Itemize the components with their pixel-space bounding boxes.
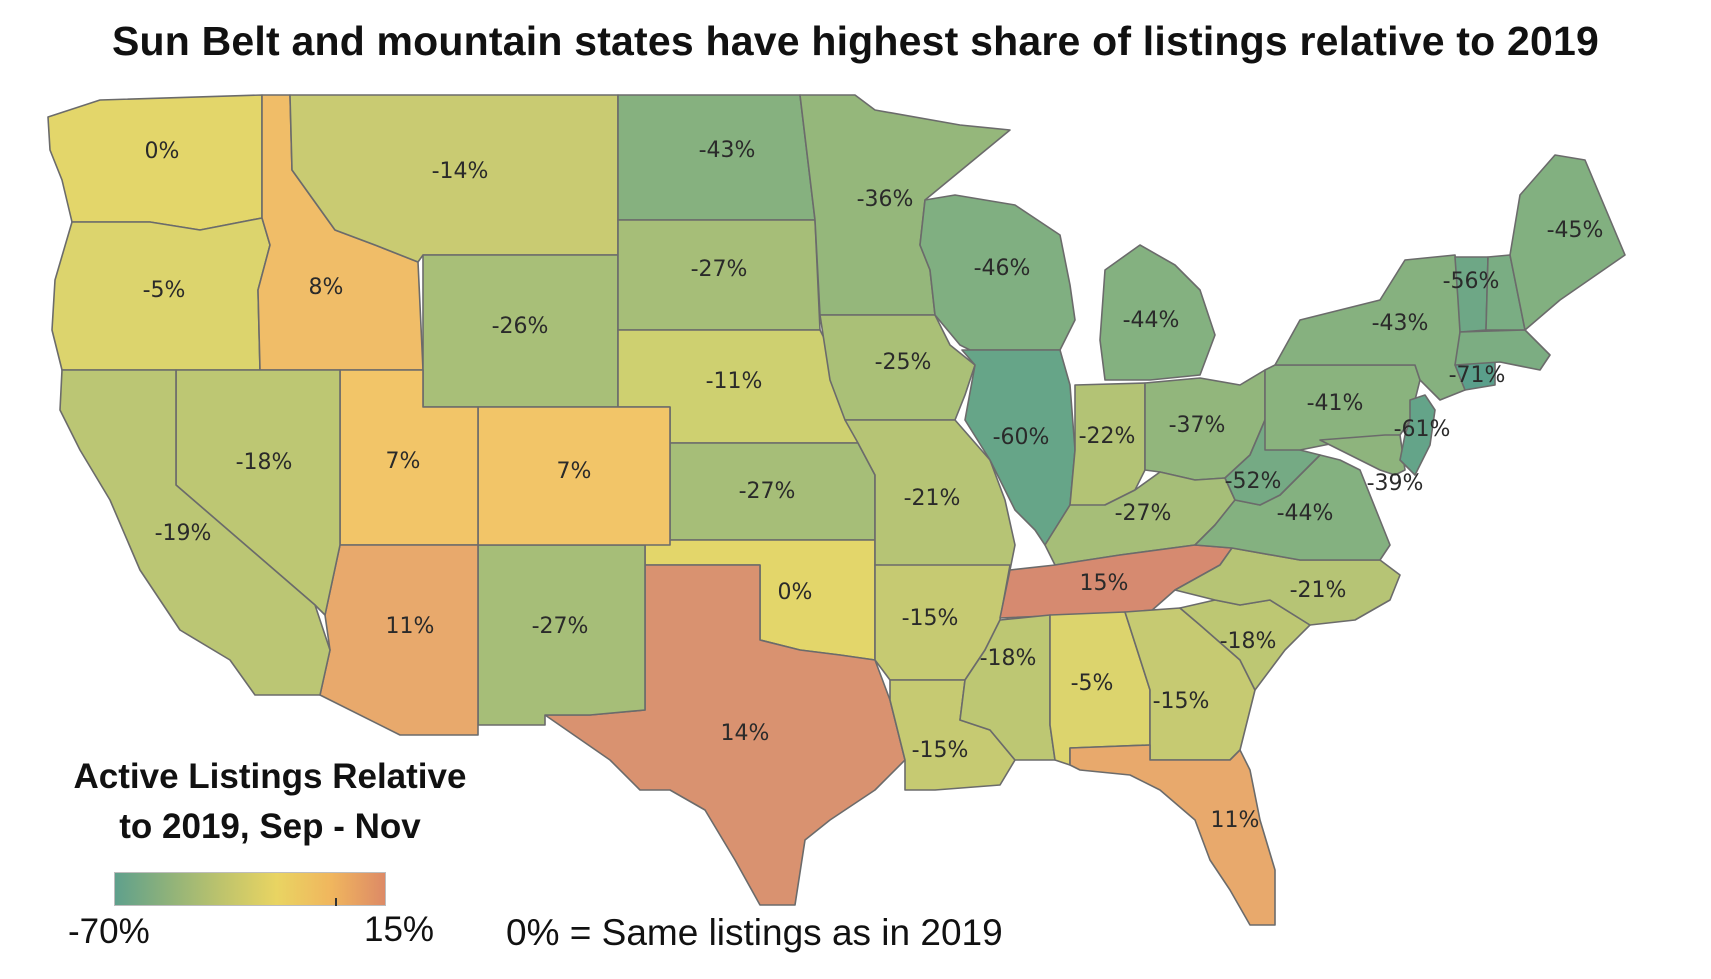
- state-ia: [819, 314, 976, 421]
- state-label-nj: -61%: [1394, 417, 1451, 442]
- state-label-ny: -43%: [1372, 311, 1429, 336]
- state-label-ks: -27%: [739, 479, 796, 504]
- state-label-ut: 7%: [386, 449, 421, 474]
- legend-zero-tick: [335, 898, 337, 906]
- state-md: [1319, 434, 1406, 476]
- state-label-wa: 0%: [145, 139, 180, 164]
- state-nm: [477, 544, 646, 726]
- labels-layer: 0% -5% 8% -14% -26% -43% -27% -11% -27% 0% 14% -27%…: [143, 138, 1604, 833]
- state-label-ne: -11%: [706, 369, 763, 394]
- state-label-in: -22%: [1079, 424, 1136, 449]
- state-label-pa: -41%: [1307, 391, 1364, 416]
- legend-note: 0% = Same listings as in 2019: [506, 912, 1003, 953]
- state-label-tx: 14%: [721, 721, 770, 746]
- state-label-la: -15%: [912, 738, 969, 763]
- state-label-co: 7%: [557, 459, 592, 484]
- state-label-tn: 15%: [1080, 571, 1129, 596]
- state-label-ar: -15%: [902, 606, 959, 631]
- state-label-id: 8%: [309, 275, 344, 300]
- states-layer: [47, 94, 1626, 926]
- state-label-ms: -18%: [980, 646, 1037, 671]
- state-label-wi: -46%: [974, 256, 1031, 281]
- legend-min-label: -70%: [68, 912, 150, 951]
- state-nj: [1399, 394, 1436, 476]
- legend-title-line1: Active Listings Relative: [73, 757, 467, 796]
- state-tx: [544, 564, 906, 906]
- state-label-ga: -15%: [1153, 689, 1210, 714]
- state-label-fl: 11%: [1211, 808, 1260, 833]
- state-label-me: -45%: [1547, 218, 1604, 243]
- legend-title: Active Listings Relative to 2019, Sep - …: [30, 752, 510, 852]
- map-title: Sun Belt and mountain states have highes…: [111, 18, 1600, 64]
- legend-title-line2: to 2019, Sep - Nov: [119, 807, 421, 846]
- state-label-vt: -56%: [1443, 269, 1500, 294]
- state-label-nm: -27%: [532, 614, 589, 639]
- state-az: [319, 544, 479, 736]
- state-mi: [1099, 244, 1216, 381]
- state-label-nc: -21%: [1290, 578, 1347, 603]
- legend-color-scale: [114, 872, 386, 906]
- state-label-il: -60%: [993, 425, 1050, 450]
- state-label-md: -39%: [1367, 471, 1424, 496]
- state-fl: [1069, 744, 1276, 926]
- state-label-mi: -44%: [1123, 308, 1180, 333]
- state-me: [1509, 154, 1626, 331]
- state-label-ia: -25%: [875, 350, 932, 375]
- state-label-or: -5%: [143, 278, 186, 303]
- state-label-ct: -71%: [1449, 363, 1506, 388]
- legend-max-label: 15%: [364, 910, 435, 949]
- state-mo: [844, 419, 1016, 571]
- state-label-mo: -21%: [904, 486, 961, 511]
- state-label-wy: -26%: [492, 314, 549, 339]
- state-label-az: 11%: [386, 614, 435, 639]
- state-label-oh: -37%: [1169, 413, 1226, 438]
- state-label-sd: -27%: [691, 257, 748, 282]
- state-label-nv: -18%: [236, 450, 293, 475]
- state-label-ok: 0%: [778, 580, 813, 605]
- state-ca: [59, 369, 331, 696]
- state-label-mt: -14%: [432, 159, 489, 184]
- state-label-sc: -18%: [1220, 629, 1277, 654]
- state-label-al: -5%: [1071, 671, 1114, 696]
- state-il: [961, 349, 1076, 546]
- state-label-ca: -19%: [155, 521, 212, 546]
- state-label-mn: -36%: [857, 187, 914, 212]
- state-label-nd: -43%: [699, 138, 756, 163]
- state-label-ky: -27%: [1115, 501, 1172, 526]
- state-label-va: -44%: [1277, 501, 1334, 526]
- state-label-wv: -52%: [1225, 469, 1282, 494]
